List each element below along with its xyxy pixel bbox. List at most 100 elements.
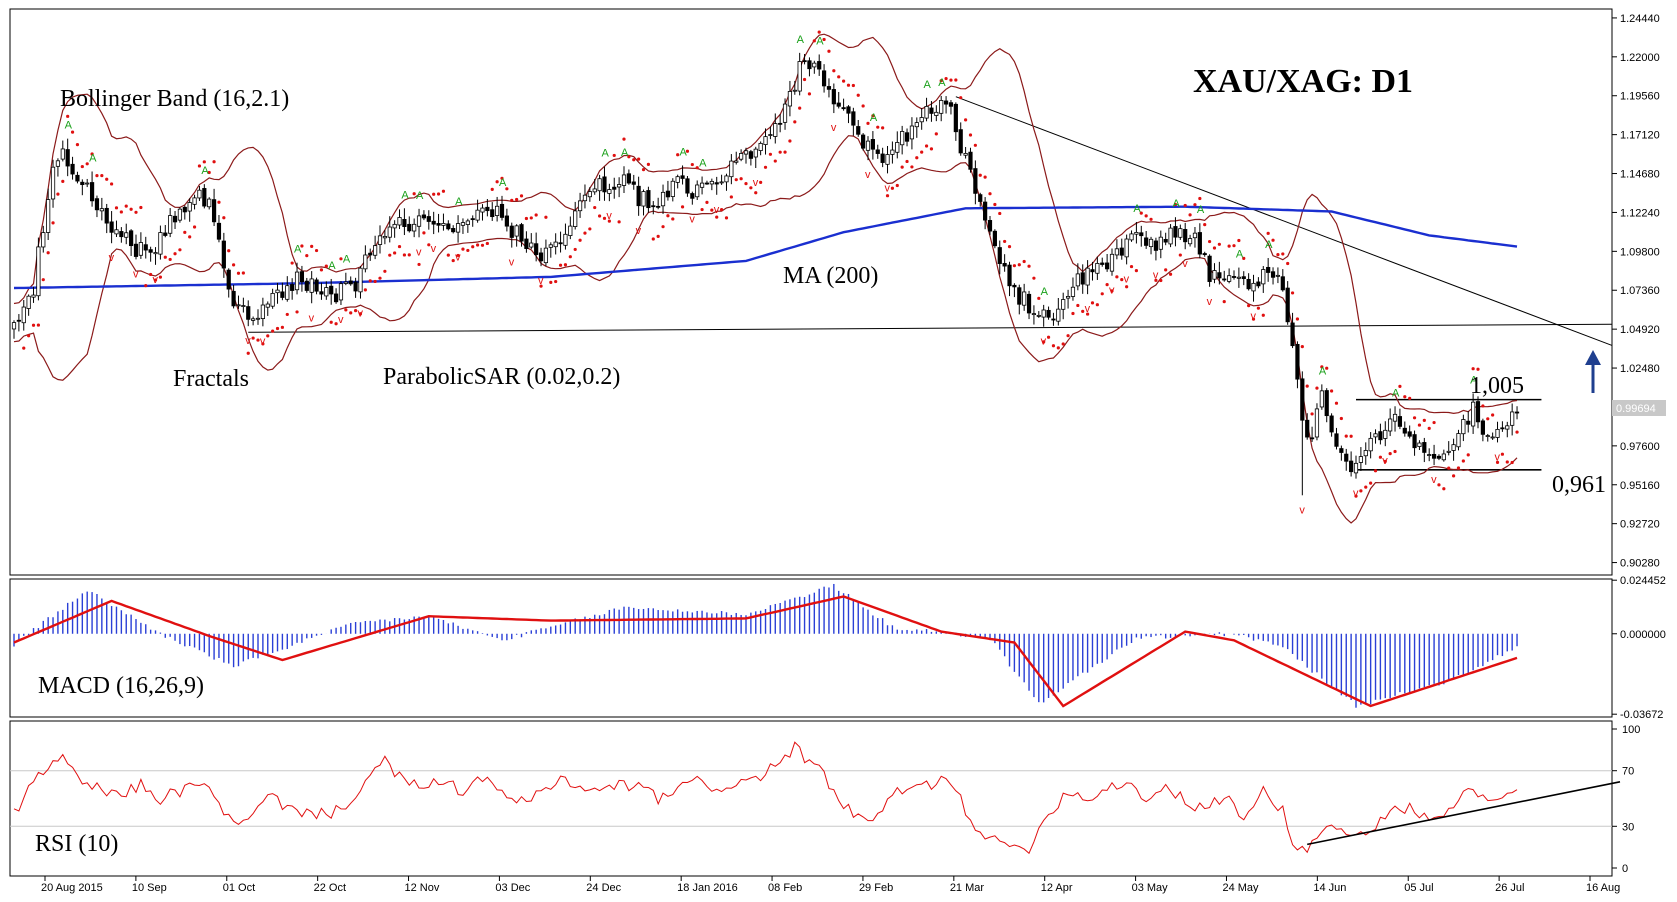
sar-dot bbox=[939, 79, 943, 83]
candle-body bbox=[587, 191, 592, 198]
fractal-down-marker: v bbox=[831, 122, 837, 134]
sar-dot bbox=[876, 125, 880, 129]
sar-dot bbox=[1086, 312, 1090, 316]
candle-body bbox=[1197, 232, 1202, 255]
sar-dot bbox=[534, 213, 538, 217]
candle-body bbox=[612, 186, 617, 190]
candle-body bbox=[114, 229, 119, 235]
candle-body bbox=[1129, 233, 1134, 241]
sar-dot bbox=[466, 248, 470, 253]
candle-body bbox=[1222, 278, 1227, 281]
sar-dot bbox=[1290, 291, 1295, 295]
candle-body bbox=[1373, 433, 1378, 438]
sar-dot bbox=[1046, 335, 1051, 339]
candle-body bbox=[1168, 227, 1173, 245]
candle-body bbox=[1334, 433, 1339, 447]
candle-body bbox=[216, 222, 222, 240]
candle-body bbox=[290, 284, 295, 291]
candle-body bbox=[636, 185, 641, 207]
sar-dot bbox=[563, 263, 568, 267]
candle-body bbox=[265, 303, 270, 308]
sar-dot bbox=[1139, 211, 1143, 215]
support-level-label: 0,961 bbox=[1552, 472, 1606, 498]
candle-body bbox=[1144, 237, 1149, 246]
x-axis-label: 01 Oct bbox=[223, 882, 255, 894]
sar-dot bbox=[622, 137, 626, 141]
candle-body bbox=[358, 267, 363, 293]
sar-dot bbox=[290, 261, 294, 265]
sar-dot bbox=[1510, 460, 1514, 465]
fractal-up-marker: A bbox=[1236, 249, 1244, 261]
sar-dot bbox=[1217, 242, 1221, 246]
candle-body bbox=[1178, 228, 1183, 238]
candle-body bbox=[1344, 453, 1349, 462]
sar-dot bbox=[310, 244, 314, 248]
sar-dot bbox=[607, 219, 611, 223]
sar-dot bbox=[739, 177, 743, 181]
sar-dot bbox=[651, 237, 655, 241]
sar-dot bbox=[1286, 261, 1290, 266]
candle-body bbox=[1090, 269, 1095, 273]
sar-dot bbox=[422, 231, 426, 235]
candle-body bbox=[1022, 291, 1027, 306]
candle-body bbox=[773, 123, 778, 137]
candle-body bbox=[680, 175, 685, 179]
chart-title: XAU/XAG: D1 bbox=[1193, 63, 1413, 100]
candle-body bbox=[626, 173, 631, 184]
sar-dot bbox=[432, 192, 436, 196]
sar-dot bbox=[105, 177, 109, 181]
sar-dot bbox=[558, 263, 563, 267]
sar-dot bbox=[1081, 309, 1085, 313]
candle-body bbox=[1446, 450, 1451, 453]
candle-body bbox=[1485, 435, 1490, 437]
sar-dot bbox=[671, 217, 675, 221]
sar-dot bbox=[1378, 455, 1382, 459]
candle-body bbox=[11, 322, 17, 330]
sar-dot bbox=[505, 187, 509, 191]
sar-dot bbox=[842, 79, 846, 83]
sar-dot bbox=[75, 143, 80, 147]
candle-body bbox=[31, 294, 36, 298]
price-panel-frame bbox=[9, 8, 1613, 576]
candle-body bbox=[236, 304, 241, 307]
sar-dot bbox=[783, 150, 787, 154]
sar-dot bbox=[1461, 459, 1465, 463]
candle-body bbox=[446, 223, 451, 230]
sar-dot bbox=[451, 258, 455, 263]
sar-dot bbox=[383, 269, 387, 273]
candle-body bbox=[402, 218, 407, 227]
fractal-down-marker: v bbox=[309, 312, 315, 324]
sar-dot bbox=[1090, 301, 1095, 305]
fractal-down-marker: v bbox=[1109, 285, 1115, 297]
candle-body bbox=[953, 103, 958, 133]
candle-body bbox=[436, 223, 441, 226]
sar-dot bbox=[861, 104, 865, 108]
fractal-down-marker: v bbox=[338, 314, 344, 326]
sar-dot bbox=[1256, 306, 1260, 310]
candle-body bbox=[177, 208, 183, 221]
candle-body bbox=[55, 160, 61, 167]
sar-dot bbox=[500, 176, 504, 180]
fractal-up-marker: A bbox=[401, 189, 409, 201]
sar-dot bbox=[837, 75, 841, 79]
sar-dot bbox=[334, 322, 338, 326]
sar-dot bbox=[715, 215, 719, 219]
fractal-down-marker: v bbox=[1085, 303, 1091, 315]
sar-dot bbox=[524, 216, 529, 221]
candle-body bbox=[519, 224, 524, 242]
candle-body bbox=[1070, 286, 1076, 297]
candle-body bbox=[109, 221, 114, 233]
sar-dot bbox=[266, 334, 270, 338]
sar-dot bbox=[549, 280, 553, 285]
sar-dot bbox=[1432, 420, 1436, 425]
sar-dot bbox=[1398, 384, 1402, 388]
fractal-up-marker: A bbox=[680, 146, 688, 158]
candle-body bbox=[211, 199, 217, 223]
price-axis-label: 1.22000 bbox=[1620, 52, 1660, 64]
sar-dot bbox=[1144, 214, 1148, 218]
sar-dot bbox=[768, 152, 773, 156]
sar-dot bbox=[1032, 276, 1036, 280]
candle-body bbox=[768, 134, 773, 136]
candle-body bbox=[382, 236, 387, 239]
fractal-down-marker: v bbox=[885, 182, 891, 194]
